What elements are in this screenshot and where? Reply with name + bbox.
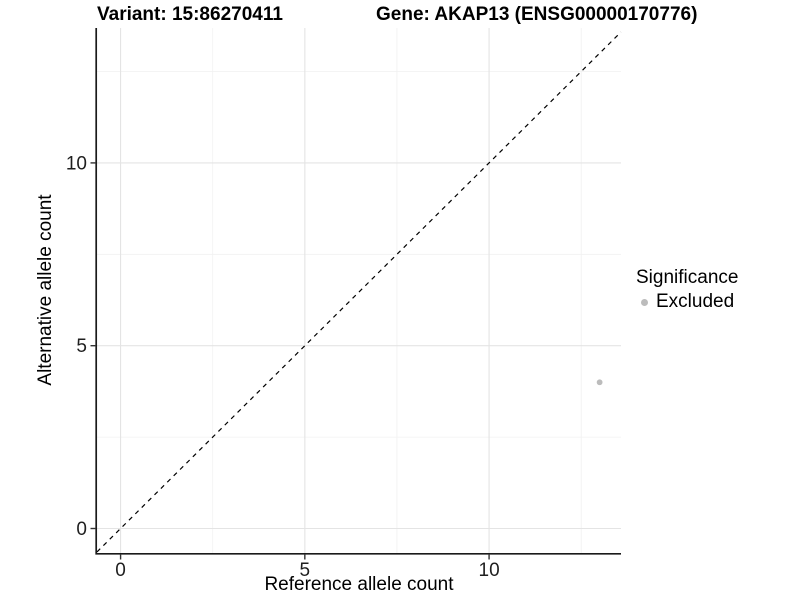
plot-title-variant: Variant: 15:86270411 <box>97 4 283 25</box>
excluded-point-swatch-icon <box>641 298 648 306</box>
legend-item-label: Excluded <box>656 291 735 312</box>
x-axis-title: Reference allele count <box>264 574 454 595</box>
x-tick-label: 0 <box>115 560 126 581</box>
plot-title-gene: Gene: AKAP13 (ENSG00000170776) <box>376 4 698 25</box>
x-tick-label: 5 <box>300 560 311 581</box>
axis-lines <box>95 28 621 555</box>
data-point-excluded <box>596 379 603 386</box>
legend-item-excluded: Excluded <box>636 290 738 314</box>
y-tick-label: 5 <box>76 336 87 357</box>
y-axis-title: Alternative allele count <box>35 194 56 386</box>
x-tick-label: 10 <box>479 560 500 581</box>
legend: Significance Excluded <box>636 267 738 314</box>
legend-key <box>636 298 653 306</box>
y-tick-label: 0 <box>76 519 87 540</box>
y-tick-label: 10 <box>66 153 87 174</box>
legend-title: Significance <box>636 267 739 288</box>
identity-dashed-line <box>96 31 622 553</box>
